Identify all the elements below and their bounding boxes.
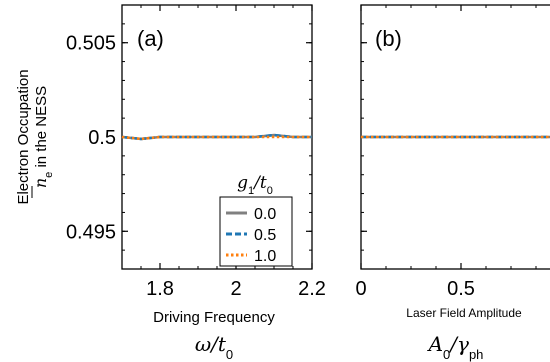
- y-axis-label-suffix: in the NESS: [33, 86, 50, 172]
- panel-b-x-axis-math: A0/γph: [427, 332, 484, 362]
- x-tick-label: 2: [230, 278, 241, 300]
- x-tick-label: 1.8: [146, 278, 174, 300]
- legend-title-main: g: [237, 173, 248, 193]
- x-tick-label: 2.2: [298, 278, 326, 300]
- y-axis-label: Electron Occupation: [15, 69, 32, 204]
- panel-b-x-math-sub2: ph: [469, 347, 483, 362]
- y-tick-label: 0.5: [88, 127, 116, 149]
- legend-label-1.0: 1.0: [254, 248, 276, 265]
- panel-b-x-math-sep: /γ: [448, 332, 469, 356]
- legend-title-sep: /t: [252, 173, 267, 193]
- panel-a-tag: (a): [137, 26, 164, 51]
- panel-b: 00.51 (b) Laser Field Amplitude A0/γph: [355, 4, 550, 362]
- legend: g1/t0 0.0 0.5 1.0: [219, 173, 293, 267]
- legend-title-sub2: 0: [267, 185, 273, 197]
- panel-b-x-math-main: A: [427, 332, 443, 356]
- x-tick-label: 0: [355, 278, 366, 300]
- y-axis-label-symbol: n: [31, 178, 50, 188]
- legend-entries: 0.0 0.5 1.0: [226, 206, 276, 265]
- y-axis-label-group: Electron Occupation ne in the NESS: [15, 69, 55, 204]
- panel-a-x-math-sub: 0: [226, 347, 233, 362]
- y-tick-label: 0.495: [66, 221, 116, 243]
- y-axis-label-symbol-sub: e: [43, 172, 55, 178]
- legend-label-0.0: 0.0: [254, 206, 276, 223]
- legend-title-sub: 1: [248, 185, 254, 197]
- legend-title: g1/t0: [237, 173, 273, 197]
- series-line-1.0: [121, 135, 312, 141]
- panel-a-x-axis-math: ω/t0: [195, 332, 233, 362]
- panel-a-x-axis-label: Driving Frequency: [153, 309, 275, 326]
- legend-label-0.5: 0.5: [254, 227, 276, 244]
- panel-a-ticks: 1.8 2 2.2 0.495 0.5 0.505: [66, 4, 326, 300]
- panel-b-x-math-sub: 0: [443, 347, 450, 362]
- panel-b-tag: (b): [375, 26, 402, 51]
- x-tick-label: 0.5: [447, 278, 475, 300]
- panel-a-x-math-main: ω/t: [195, 332, 227, 356]
- panel-b-x-axis-label: Laser Field Amplitude: [406, 306, 522, 320]
- y-tick-label: 0.505: [66, 33, 116, 55]
- y-axis-label-line2: ne in the NESS: [31, 86, 55, 188]
- panel-a-series: [121, 133, 312, 141]
